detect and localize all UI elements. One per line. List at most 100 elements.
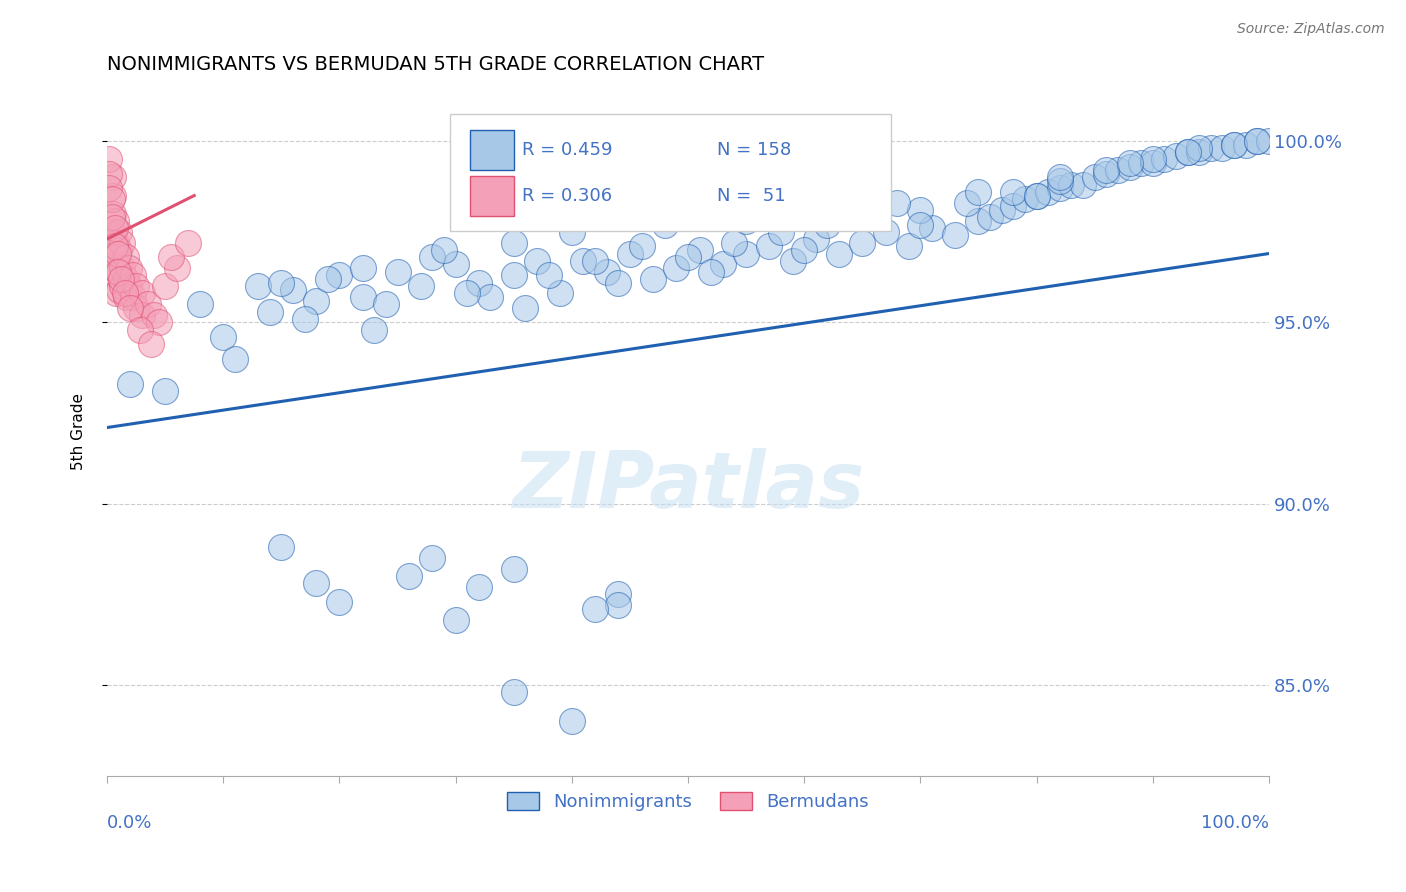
Point: [105, 214, 128, 228]
Point: [548, 286, 571, 301]
Point: [107, 283, 129, 297]
Point: [305, 293, 328, 308]
Point: [105, 235, 128, 250]
Point: [118, 260, 141, 275]
Point: [281, 283, 304, 297]
Point: [114, 286, 136, 301]
Point: [782, 253, 804, 268]
Point: [120, 377, 142, 392]
Point: [665, 260, 688, 275]
Point: [305, 576, 328, 591]
Point: [374, 297, 396, 311]
Point: [1002, 185, 1025, 199]
Point: [1095, 167, 1118, 181]
Point: [804, 232, 827, 246]
Point: [1025, 188, 1047, 202]
Point: [1153, 153, 1175, 167]
Point: [352, 290, 374, 304]
Point: [270, 540, 292, 554]
Point: [131, 308, 153, 322]
Point: [142, 308, 165, 322]
Point: [118, 279, 141, 293]
Point: [111, 235, 134, 250]
Point: [1095, 163, 1118, 178]
Point: [1234, 137, 1257, 152]
Text: 0.0%: 0.0%: [107, 814, 152, 832]
Point: [107, 246, 129, 260]
Point: [387, 265, 409, 279]
Point: [851, 235, 873, 250]
Point: [607, 587, 630, 601]
Text: NONIMMIGRANTS VS BERMUDAN 5TH GRADE CORRELATION CHART: NONIMMIGRANTS VS BERMUDAN 5TH GRADE CORR…: [107, 55, 765, 74]
Point: [515, 301, 537, 315]
Point: [583, 601, 606, 615]
Point: [1049, 174, 1071, 188]
Point: [107, 243, 129, 257]
Point: [1258, 134, 1281, 148]
Point: [875, 225, 897, 239]
Point: [1118, 160, 1140, 174]
Point: [979, 211, 1001, 225]
Text: N = 158: N = 158: [717, 141, 792, 159]
Point: [468, 276, 491, 290]
Point: [121, 290, 143, 304]
Point: [1014, 192, 1036, 206]
Point: [1188, 141, 1211, 155]
Point: [758, 239, 780, 253]
Point: [956, 195, 979, 210]
Point: [224, 351, 246, 366]
Point: [141, 337, 163, 351]
Point: [125, 279, 148, 293]
Point: [1223, 137, 1246, 152]
FancyBboxPatch shape: [450, 114, 891, 231]
Point: [643, 272, 665, 286]
Point: [104, 221, 127, 235]
Point: [104, 239, 127, 253]
Point: [125, 301, 148, 315]
Point: [148, 315, 170, 329]
Text: 100.0%: 100.0%: [1201, 814, 1270, 832]
Point: [910, 218, 932, 232]
Point: [1025, 188, 1047, 202]
Point: [409, 279, 432, 293]
Point: [456, 286, 478, 301]
Point: [120, 301, 142, 315]
Point: [769, 225, 792, 239]
Point: [294, 311, 316, 326]
Point: [910, 202, 932, 217]
Point: [259, 304, 281, 318]
Point: [101, 243, 124, 257]
Point: [711, 257, 734, 271]
Point: [700, 265, 723, 279]
Point: [630, 239, 652, 253]
Point: [188, 297, 211, 311]
Point: [247, 279, 270, 293]
Text: N =  51: N = 51: [717, 186, 786, 204]
Point: [735, 246, 758, 260]
Point: [943, 228, 966, 243]
Point: [607, 276, 630, 290]
Point: [101, 170, 124, 185]
Point: [160, 250, 183, 264]
Point: [98, 181, 121, 195]
Point: [1199, 141, 1222, 155]
Point: [105, 250, 128, 264]
Point: [328, 268, 350, 283]
Point: [328, 594, 350, 608]
Point: [502, 562, 524, 576]
Point: [128, 323, 150, 337]
Point: [1164, 149, 1187, 163]
Point: [444, 257, 467, 271]
FancyBboxPatch shape: [470, 130, 513, 170]
Point: [105, 286, 128, 301]
Point: [793, 243, 815, 257]
Point: [1118, 156, 1140, 170]
Point: [107, 265, 129, 279]
Point: [526, 253, 548, 268]
Point: [654, 218, 676, 232]
Point: [1211, 141, 1233, 155]
Point: [1142, 156, 1164, 170]
Point: [897, 239, 920, 253]
Point: [177, 235, 200, 250]
Point: [967, 214, 990, 228]
